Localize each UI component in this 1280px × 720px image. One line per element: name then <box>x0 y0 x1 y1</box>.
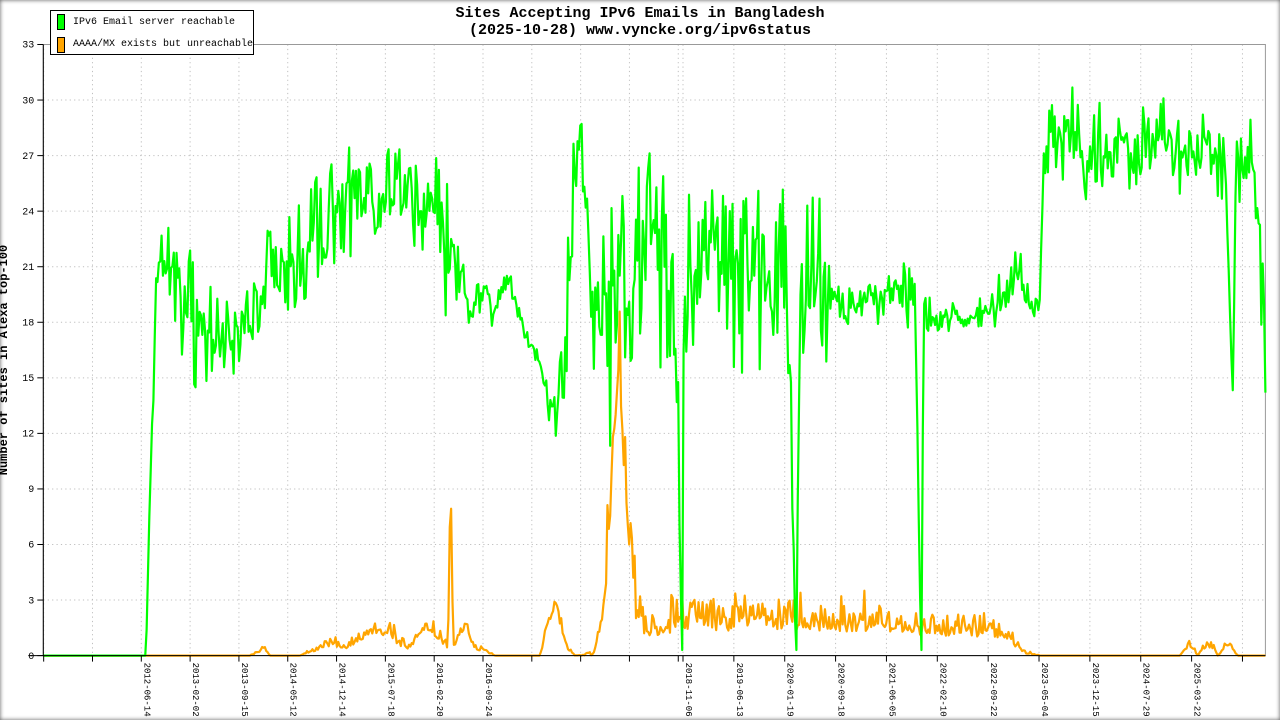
svg-text:6: 6 <box>28 541 34 552</box>
svg-text:12: 12 <box>22 430 34 441</box>
svg-text:21: 21 <box>22 263 34 274</box>
svg-text:2014-05-12: 2014-05-12 <box>288 663 298 717</box>
svg-text:27: 27 <box>22 152 34 163</box>
svg-text:30: 30 <box>22 96 34 107</box>
svg-text:2012-06-14: 2012-06-14 <box>141 663 151 717</box>
svg-text:2016-09-24: 2016-09-24 <box>483 663 493 717</box>
svg-text:2013-09-15: 2013-09-15 <box>239 663 249 717</box>
svg-text:3: 3 <box>28 596 34 607</box>
svg-text:2021-06-05: 2021-06-05 <box>886 663 896 717</box>
svg-text:33: 33 <box>22 41 34 52</box>
svg-text:18: 18 <box>22 318 34 329</box>
svg-text:2020-09-18: 2020-09-18 <box>836 663 846 717</box>
svg-text:2023-05-04: 2023-05-04 <box>1039 663 1049 717</box>
svg-text:2022-09-22: 2022-09-22 <box>988 663 998 717</box>
svg-text:2024-07-29: 2024-07-29 <box>1141 663 1151 717</box>
svg-text:24: 24 <box>22 207 34 218</box>
svg-text:2018-11-06: 2018-11-06 <box>683 663 693 717</box>
svg-text:2025-03-22: 2025-03-22 <box>1192 663 1202 717</box>
svg-text:2020-01-19: 2020-01-19 <box>785 663 795 717</box>
svg-text:0: 0 <box>28 652 34 663</box>
svg-text:2019-06-13: 2019-06-13 <box>734 663 744 717</box>
svg-text:2015-07-18: 2015-07-18 <box>385 663 395 717</box>
svg-text:2014-12-14: 2014-12-14 <box>337 663 347 717</box>
svg-text:2022-02-10: 2022-02-10 <box>937 663 947 717</box>
svg-text:15: 15 <box>22 374 34 385</box>
svg-text:9: 9 <box>28 485 34 496</box>
svg-text:2023-12-15: 2023-12-15 <box>1090 663 1100 717</box>
svg-text:2016-02-20: 2016-02-20 <box>434 663 444 717</box>
svg-text:2013-02-02: 2013-02-02 <box>190 663 200 717</box>
